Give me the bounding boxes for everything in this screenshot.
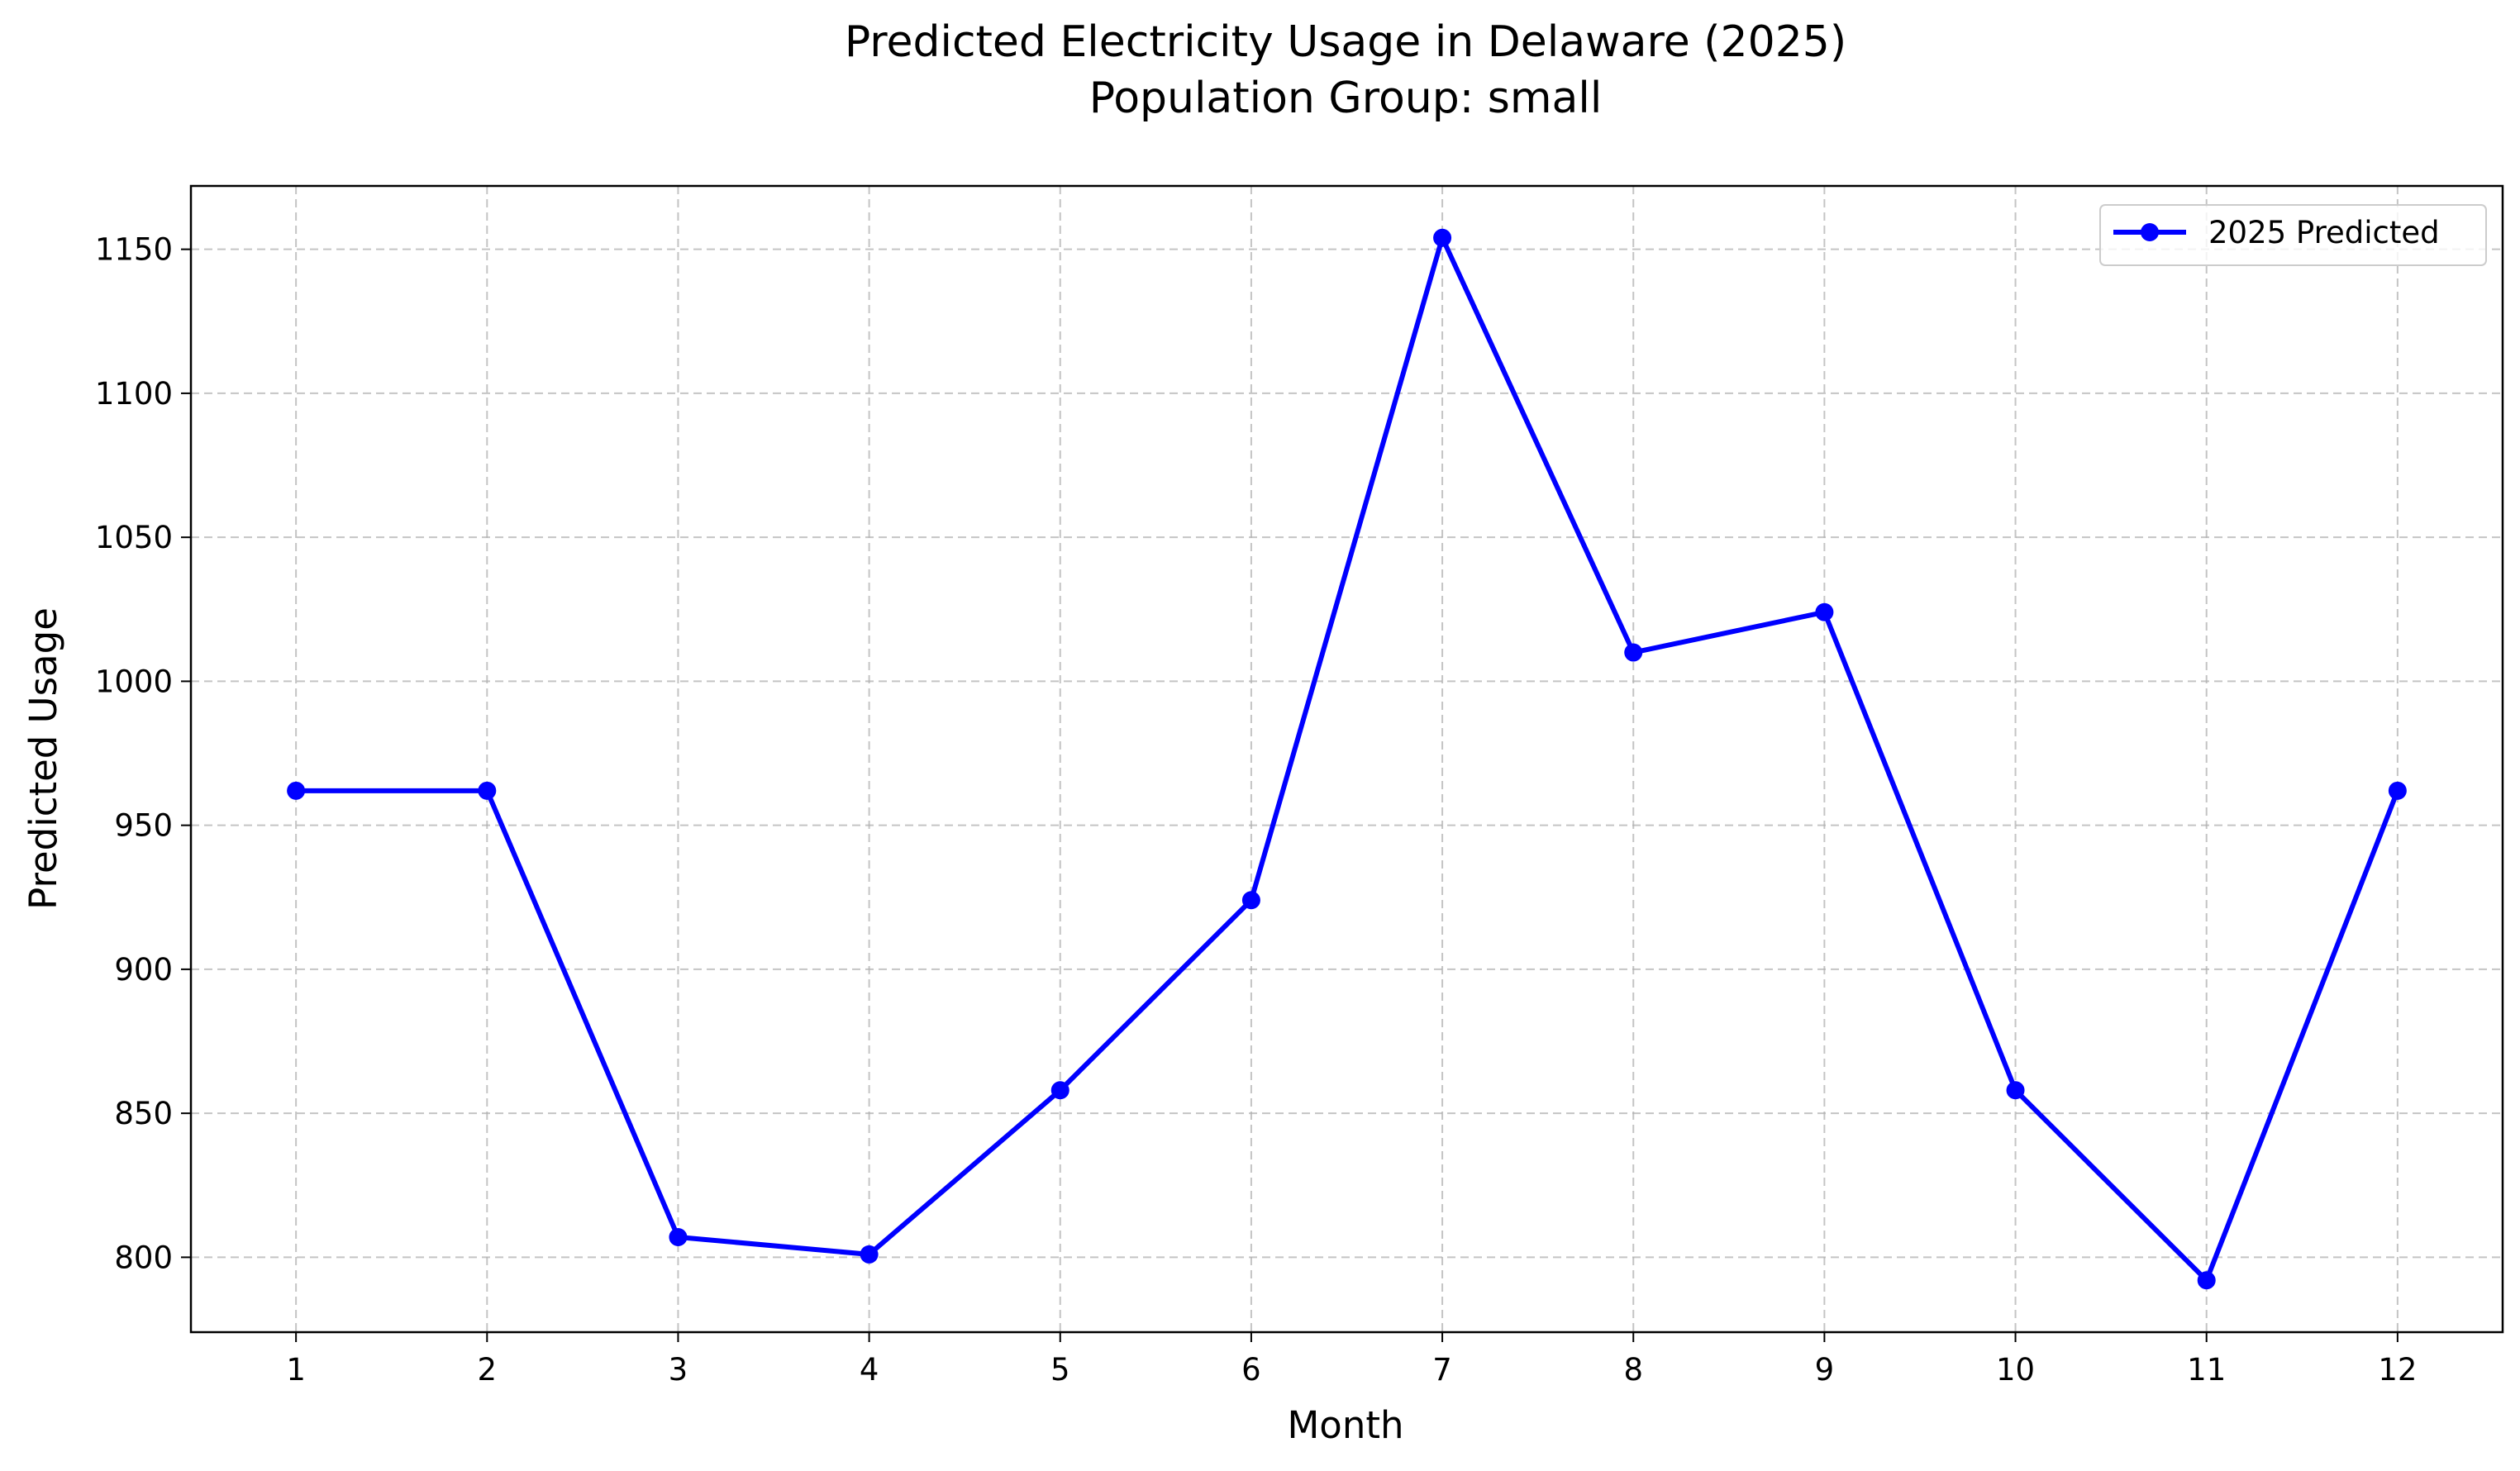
series-layer (287, 228, 2407, 1290)
y-tick-label: 1100 (95, 376, 173, 412)
data-point-marker (2388, 781, 2407, 800)
x-axis-label: Month (1287, 1403, 1403, 1447)
data-point-marker (478, 781, 497, 800)
legend-label: 2025 Predicted (2208, 215, 2440, 250)
grid-lines (191, 186, 2503, 1332)
chart-title: Predicted Electricity Usage in Delaware … (845, 17, 1846, 67)
x-tick-label: 1 (286, 1352, 306, 1388)
data-point-marker (1815, 602, 1834, 621)
x-tick-label: 6 (1241, 1352, 1261, 1388)
data-point-marker (669, 1227, 688, 1246)
legend-marker-swatch (2141, 223, 2159, 241)
y-tick-label: 800 (114, 1240, 173, 1275)
y-tick-label: 900 (114, 952, 173, 988)
data-point-marker (2006, 1081, 2025, 1100)
x-tick-label: 11 (2187, 1352, 2226, 1388)
y-tick-label: 850 (114, 1096, 173, 1131)
axes: 1 2 3 4 5 6 7 8 9 10 11 128008509009501000105011001… (95, 232, 2418, 1388)
y-tick-label: 1050 (95, 520, 173, 555)
data-point-marker (1241, 891, 1260, 910)
y-tick-label: 950 (114, 808, 173, 844)
x-tick-label: 12 (2378, 1352, 2417, 1388)
x-tick-label: 8 (1623, 1352, 1643, 1388)
data-point-marker (1050, 1081, 1069, 1100)
data-point-marker (2197, 1271, 2216, 1290)
data-point-marker (860, 1245, 879, 1264)
x-tick-label: 2 (478, 1352, 498, 1388)
x-tick-label: 10 (1996, 1352, 2035, 1388)
x-tick-label: 4 (860, 1352, 879, 1388)
data-point-marker (287, 781, 306, 800)
series-line (293, 235, 2400, 1283)
y-tick-label: 1000 (95, 664, 173, 699)
data-point-marker (1624, 643, 1643, 662)
plot-area-frame (189, 184, 2504, 1334)
x-tick-label: 5 (1050, 1352, 1070, 1388)
chart-subtitle: Population Group: small (1089, 74, 1603, 123)
data-point-marker (1433, 228, 1452, 247)
legend: 2025 Predicted (2099, 204, 2487, 266)
x-tick-label: 9 (1815, 1352, 1835, 1388)
x-tick-label: 3 (669, 1352, 688, 1388)
y-tick-label: 1150 (95, 232, 173, 268)
legend-box (2099, 204, 2487, 266)
x-tick-label: 7 (1432, 1352, 1452, 1388)
y-axis-label: Predicted Usage (21, 607, 65, 910)
